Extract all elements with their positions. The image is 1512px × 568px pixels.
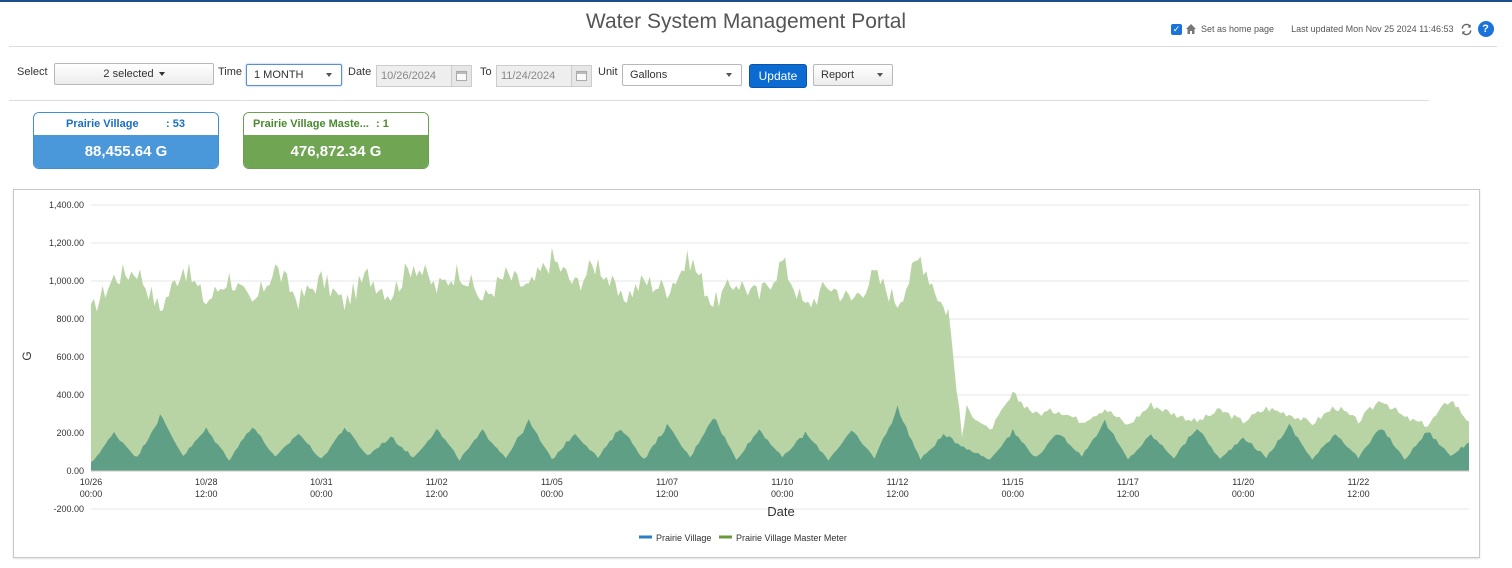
calendar-icon [576,71,587,81]
y-tick-label: 600.00 [56,352,84,362]
calendar-icon [456,71,467,81]
refresh-icon[interactable] [1460,23,1473,36]
chart-series-areas [91,247,1469,471]
date-from-value: 10/26/2024 [381,70,437,82]
date-label: Date [348,66,372,78]
series-area-prairie-village-master-meter[interactable] [91,247,1469,471]
x-tick-date: 11/07 [656,477,678,487]
header-divider [9,46,1497,47]
chevron-down-icon [726,73,732,77]
select-label: Select [17,66,48,78]
y-tick-label: 800.00 [56,314,84,324]
chart-legend: Prairie Village Prairie Village Master M… [639,533,847,543]
meter-select-dropdown[interactable]: 2 selected [54,63,214,85]
date-to-input[interactable]: 11/24/2024 [496,65,592,87]
x-tick-time: 12:00 [886,489,909,499]
card-meter-name: Prairie Village Maste... [253,118,369,130]
update-button[interactable]: Update [749,64,807,88]
calendar-button[interactable] [451,66,471,86]
page-title: Water System Management Portal [585,10,907,33]
card-header: Prairie Village Maste... : 1 [244,113,428,135]
help-icon[interactable]: ? [1477,21,1494,37]
x-tick-date: 11/15 [1002,477,1024,487]
unit-label: Unit [598,66,618,78]
card-header: Prairie Village : 53 [34,113,218,135]
x-tick-time: 12:00 [1117,489,1140,499]
card-meter-name: Prairie Village [66,118,139,130]
unit-select[interactable]: Gallons [622,64,742,86]
x-tick-time: 00:00 [771,489,794,499]
x-axis-title: Date [767,504,794,519]
x-tick-date: 11/02 [426,477,448,487]
x-tick-time: 12:00 [195,489,218,499]
x-tick-date: 11/05 [541,477,563,487]
home-page-checkbox[interactable]: ✓ [1171,23,1182,35]
time-range-select[interactable]: 1 MONTH [246,64,342,86]
x-axis-ticks: 10/26 00:00 10/28 12:00 10/31 00:00 11/02 12:00… [80,477,1370,499]
home-page-label[interactable]: Set as home page [1201,24,1275,34]
last-updated-text: Last updated Mon Nov 25 2024 11:46:53 [1291,24,1454,34]
x-tick-date: 10/28 [195,477,218,487]
time-label: Time [218,66,243,78]
time-range-value: 1 MONTH [254,69,304,81]
header-controls: ✓ Set as home page Last updated Mon Nov … [1171,21,1494,37]
y-axis-title: G [20,351,34,360]
x-tick-date: 10/31 [310,477,333,487]
x-tick-time: 12:00 [656,489,679,499]
date-to-value: 11/24/2024 [501,70,556,82]
card-total-value: 476,872.34 G [244,135,428,168]
x-tick-time: 00:00 [80,489,103,499]
summary-card-prairie-village[interactable]: Prairie Village : 53 88,455.64 G [33,112,219,169]
y-tick-label: 1,000.00 [49,276,84,286]
card-meter-count: : 53 [166,118,185,130]
report-value: Report [821,69,855,81]
x-tick-date: 11/10 [771,477,793,487]
home-icon [1186,24,1196,34]
y-tick-label: 0.00 [66,466,84,476]
y-tick-label: 200.00 [56,428,84,438]
y-tick-label: 1,200.00 [49,238,84,248]
x-tick-date: 11/17 [1117,477,1139,487]
x-tick-date: 11/22 [1347,477,1369,487]
x-tick-date: 10/26 [80,477,103,487]
x-tick-date: 11/12 [887,477,909,487]
usage-chart[interactable]: 1,400.00 1,200.00 1,000.00 800.00 600.00 400.… [14,190,1479,557]
date-from-input[interactable]: 10/26/2024 [376,65,472,87]
summary-card-master-meter[interactable]: Prairie Village Maste... : 1 476,872.34 … [243,112,429,169]
top-accent-line [0,0,1512,2]
usage-chart-panel: 1,400.00 1,200.00 1,000.00 800.00 600.00 400.… [13,189,1480,558]
legend-label-prairie-village[interactable]: Prairie Village [656,533,711,543]
chevron-down-icon [326,73,332,77]
x-tick-time: 00:00 [1232,489,1255,499]
y-tick-label: -200.00 [53,504,84,514]
to-label: To [480,66,492,78]
report-select[interactable]: Report [813,64,893,86]
calendar-button[interactable] [571,66,591,86]
y-tick-label: 400.00 [56,390,84,400]
series-area-prairie-village[interactable] [91,405,1469,472]
legend-label-master-meter[interactable]: Prairie Village Master Meter [736,533,847,543]
card-total-value: 88,455.64 G [34,135,218,168]
unit-value: Gallons [630,69,668,81]
x-tick-time: 00:00 [310,489,333,499]
card-meter-count: : 1 [376,118,389,130]
x-tick-date: 11/20 [1232,477,1254,487]
x-tick-time: 00:00 [1001,489,1024,499]
x-tick-time: 12:00 [1347,489,1370,499]
y-tick-label: 1,400.00 [49,200,84,210]
meter-select-value: 2 selected [103,68,154,80]
y-axis-ticks: 1,400.00 1,200.00 1,000.00 800.00 600.00 400.… [49,200,84,514]
toolbar-divider [9,100,1429,101]
x-tick-time: 00:00 [541,489,564,499]
chevron-down-icon [877,73,883,77]
chevron-down-icon [158,72,165,76]
x-tick-time: 12:00 [425,489,448,499]
